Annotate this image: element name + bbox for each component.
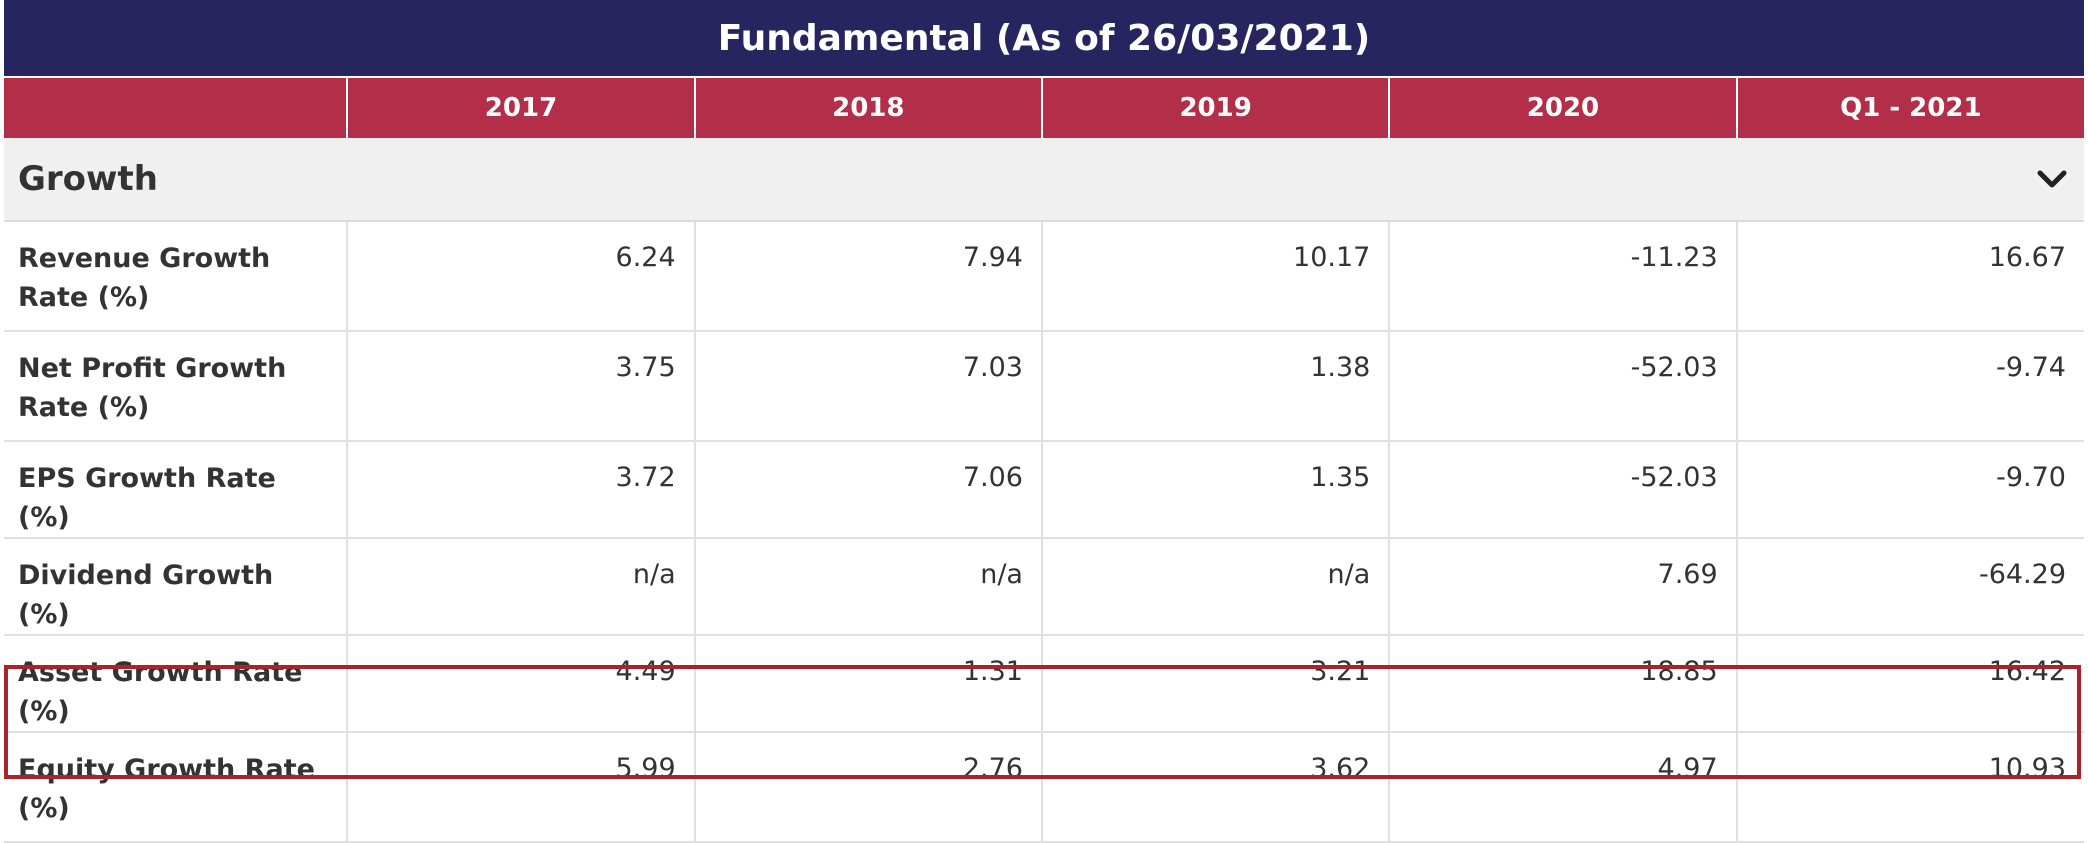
year-header-row: 2017 2018 2019 2020 Q1 - 2021 [4,78,2084,138]
column-header-2017: 2017 [346,78,695,138]
row-label: Equity Growth Rate (%) [4,732,348,843]
row-label: Dividend Growth (%) [4,538,348,636]
cell-value: 10.93 [1735,732,2084,843]
fundamental-table-widget: Fundamental (As of 26/03/2021) 2017 2018… [4,0,2084,843]
section-label: Growth [18,159,158,199]
cell-value: 7.94 [693,221,1042,332]
cell-value: -11.23 [1388,221,1737,332]
cell-value: -52.03 [1388,331,1737,442]
cell-value: 16.42 [1735,635,2084,733]
header-blank-cell [4,78,348,138]
cell-value: n/a [346,538,695,636]
cell-value: 3.62 [1040,732,1390,843]
table-row-equity-growth: Equity Growth Rate (%) 5.99 2.76 3.62 4.… [4,732,2084,843]
column-header-q1-2021: Q1 - 2021 [1735,78,2084,138]
cell-value: 7.06 [693,441,1042,539]
cell-value: 3.21 [1040,635,1390,733]
cell-value: 7.03 [693,331,1042,442]
table-title: Fundamental (As of 26/03/2021) [4,0,2084,78]
cell-value: 4.49 [346,635,695,733]
cell-value: 5.99 [346,732,695,843]
chevron-down-icon[interactable] [2034,161,2070,197]
column-header-2019: 2019 [1040,78,1390,138]
row-label: EPS Growth Rate (%) [4,441,348,539]
cell-value: 10.17 [1040,221,1390,332]
cell-value: 4.97 [1388,732,1737,843]
cell-value: -52.03 [1388,441,1737,539]
cell-value: 16.67 [1735,221,2084,332]
cell-value: 6.24 [346,221,695,332]
row-label: Net Profit Growth Rate (%) [4,331,348,442]
cell-value: 3.72 [346,441,695,539]
cell-value: n/a [1040,538,1390,636]
column-header-2020: 2020 [1388,78,1737,138]
cell-value: 1.38 [1040,331,1390,442]
cell-value: 7.69 [1388,538,1737,636]
table-row-revenue-growth: Revenue Growth Rate (%) 6.24 7.94 10.17 … [4,221,2084,332]
table-row-net-profit-growth: Net Profit Growth Rate (%) 3.75 7.03 1.3… [4,331,2084,442]
table-row-asset-growth: Asset Growth Rate (%) 4.49 1.31 3.21 18.… [4,635,2084,733]
cell-value: -64.29 [1735,538,2084,636]
cell-value: -9.74 [1735,331,2084,442]
table-row-eps-growth: EPS Growth Rate (%) 3.72 7.06 1.35 -52.0… [4,441,2084,539]
row-label: Revenue Growth Rate (%) [4,221,348,332]
cell-value: 18.85 [1388,635,1737,733]
fundamental-table: 2017 2018 2019 2020 Q1 - 2021 Growth [4,78,2084,843]
cell-value: 2.76 [693,732,1042,843]
cell-value: 1.35 [1040,441,1390,539]
cell-value: n/a [693,538,1042,636]
cell-value: 1.31 [693,635,1042,733]
table-row-dividend-growth: Dividend Growth (%) n/a n/a n/a 7.69 -64… [4,538,2084,636]
section-header-cell[interactable]: Growth [4,138,2084,222]
cell-value: 3.75 [346,331,695,442]
row-label: Asset Growth Rate (%) [4,635,348,733]
cell-value: -9.70 [1735,441,2084,539]
column-header-2018: 2018 [693,78,1042,138]
section-header-growth[interactable]: Growth [4,138,2084,222]
